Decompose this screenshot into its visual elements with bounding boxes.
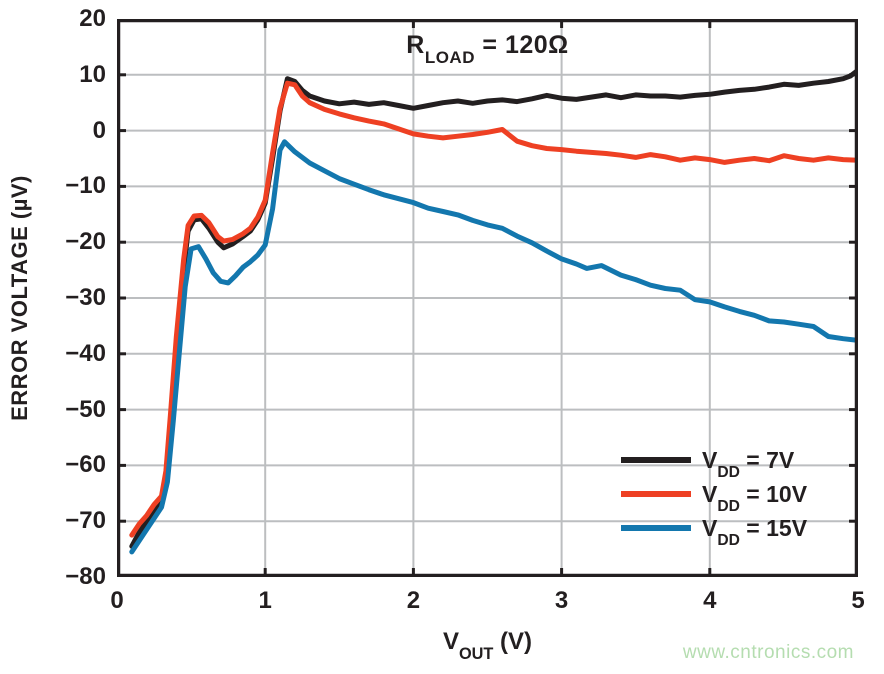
y-tick-label: −30 bbox=[65, 284, 106, 311]
y-tick-label: −50 bbox=[65, 395, 106, 423]
series-line-2 bbox=[129, 139, 858, 555]
plot-frame bbox=[117, 19, 858, 577]
y-tick-label: −60 bbox=[65, 451, 106, 479]
x-tick-label: 4 bbox=[703, 587, 717, 614]
y-tick-label: 10 bbox=[79, 60, 106, 88]
legend-label: VDD = 7V bbox=[702, 446, 795, 481]
y-tick-label: 0 bbox=[92, 116, 106, 144]
legend-row: VDD = 15V bbox=[621, 511, 808, 549]
plot-area: RLOAD = 120Ω VDD = 7V VDD = 10V VDD = 15V bbox=[117, 19, 858, 577]
y-tick-label: −80 bbox=[65, 563, 106, 590]
legend-line-swatch bbox=[621, 491, 691, 497]
legend: VDD = 7V VDD = 10V VDD = 15V bbox=[621, 443, 808, 549]
x-tick-label: 3 bbox=[554, 587, 569, 614]
rload-annotation: RLOAD = 120Ω bbox=[406, 31, 569, 68]
x-tick-label: 0 bbox=[110, 587, 124, 614]
legend-line-swatch bbox=[621, 457, 691, 463]
y-tick-label: −70 bbox=[65, 507, 106, 535]
legend-line-swatch bbox=[621, 525, 691, 531]
legend-row: VDD = 10V bbox=[621, 477, 808, 515]
series-line-1 bbox=[129, 80, 858, 538]
x-tick-label: 5 bbox=[851, 587, 865, 614]
legend-label: VDD = 15V bbox=[702, 514, 808, 549]
watermark: www.cntronics.com bbox=[682, 642, 854, 663]
series-line-0 bbox=[129, 67, 858, 549]
y-tick-label: −10 bbox=[65, 172, 106, 200]
x-tick-label: 2 bbox=[406, 587, 421, 614]
y-tick-label: −20 bbox=[65, 228, 106, 256]
chart-canvas bbox=[117, 19, 858, 577]
legend-row: VDD = 7V bbox=[621, 443, 807, 481]
x-tick-label: 1 bbox=[258, 587, 272, 614]
legend-label: VDD = 10V bbox=[702, 480, 808, 515]
y-tick-label: −40 bbox=[65, 339, 106, 367]
x-axis-title: VOUT (V) bbox=[442, 628, 533, 663]
y-tick-label: 20 bbox=[79, 5, 106, 32]
